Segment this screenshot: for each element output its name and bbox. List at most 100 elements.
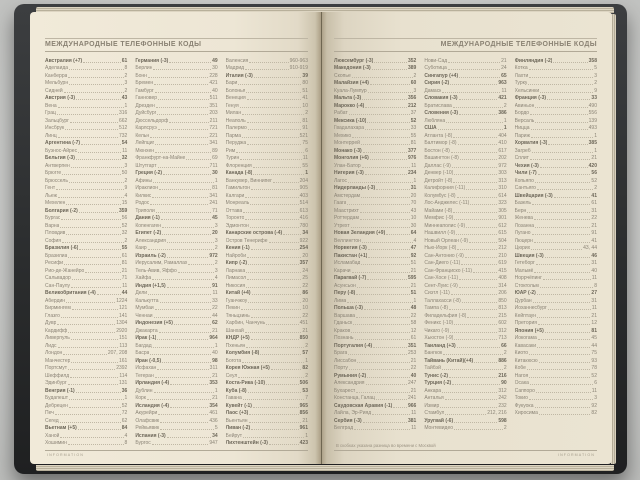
- place-name: Лахти: [514, 72, 529, 79]
- phone-code: 521: [299, 132, 308, 139]
- dots-leader: [448, 61, 501, 63]
- dots-leader: [83, 61, 121, 63]
- dots-leader: [76, 99, 121, 100]
- dots-leader: [553, 196, 591, 198]
- place-name: Болгария (-2): [45, 207, 78, 214]
- phone-code: 21: [591, 312, 597, 319]
- place-name: Шеффилд: [45, 372, 70, 379]
- dots-leader: [251, 429, 299, 430]
- place-name: Даллас (-9): [424, 162, 451, 169]
- code-row: Каир 2: [135, 244, 217, 251]
- dots-leader: [450, 84, 498, 85]
- dots-leader: [454, 174, 498, 175]
- dots-leader: [440, 406, 498, 408]
- place-name: Канада (-8): [225, 170, 253, 176]
- code-row: Ираклион 81: [135, 184, 217, 191]
- place-name: Исфахан: [135, 365, 157, 371]
- place-name: Уругвай (-6): [424, 417, 454, 424]
- place-name: Палермо: [225, 125, 247, 131]
- dots-leader: [532, 204, 591, 205]
- phone-code: 61: [410, 335, 417, 341]
- dots-leader: [528, 69, 594, 70]
- code-row: Анкара 312: [424, 386, 506, 394]
- phone-code: 89: [212, 147, 218, 154]
- place-name: Печ: [45, 410, 54, 416]
- place-name: Сингапур (+4): [424, 72, 459, 79]
- dots-leader: [535, 106, 588, 108]
- dots-leader: [56, 114, 118, 115]
- dots-leader: [246, 121, 302, 123]
- phone-code: 960-963: [289, 57, 308, 64]
- phone-code: 416: [299, 215, 308, 221]
- code-row: Болонья 51: [226, 86, 308, 94]
- dots-leader: [535, 264, 591, 265]
- place-name: Великобритания (-4): [45, 290, 96, 296]
- place-name: Мехико: [334, 132, 352, 139]
- phone-code: 4: [413, 237, 417, 244]
- dots-leader: [150, 354, 212, 355]
- code-row: Будапешт 1: [45, 394, 127, 401]
- code-row: Измир 232: [424, 401, 506, 409]
- phone-code: 92: [591, 402, 597, 409]
- dots-leader: [236, 151, 305, 153]
- phone-code: 490: [588, 102, 597, 109]
- place-name: Париж: [514, 132, 530, 139]
- phone-code: 45: [212, 215, 218, 221]
- phone-code: 210: [498, 252, 507, 259]
- dots-leader: [350, 226, 410, 228]
- dots-leader: [152, 181, 214, 183]
- code-row: Бразилиа 61: [45, 251, 127, 259]
- phone-code: 1: [413, 297, 417, 304]
- place-name: Нагоя: [514, 372, 529, 379]
- place-name: Гвадалахара: [334, 125, 364, 131]
- dots-leader: [238, 84, 302, 85]
- codes-columns: Австралия (+7) 61 Аделаида 8 Канберра 2 Мельбу…: [45, 56, 308, 448]
- dots-leader: [356, 391, 410, 393]
- place-name: Куала-Лумпур: [334, 87, 367, 94]
- code-row: Колумбия (-8) 57: [226, 349, 308, 356]
- place-name: Льеж: [45, 192, 57, 199]
- code-row: Берлин 30: [135, 64, 217, 71]
- phone-code: 241: [209, 200, 218, 206]
- dots-leader: [454, 421, 498, 423]
- phone-code: 66: [501, 342, 507, 349]
- place-name: Инсбрук: [45, 125, 65, 131]
- dots-leader: [373, 346, 407, 348]
- phone-code: 247: [407, 380, 417, 386]
- dots-leader: [251, 294, 302, 295]
- phone-code: 22: [212, 305, 218, 311]
- dots-leader: [155, 211, 212, 213]
- place-name: Ницца: [514, 125, 530, 131]
- place-name: Швейцария (-3): [514, 192, 553, 199]
- codes-column-3: Валенсия 960-963 Мадрид 910-919 Италия (-3) 3…: [225, 56, 308, 447]
- phone-code: 556: [588, 110, 597, 116]
- place-name: Австрия (-3): [45, 95, 75, 101]
- dots-leader: [160, 429, 214, 430]
- code-row: Маастрихт 43: [334, 206, 416, 214]
- code-row: Франкфурт-на-Майне 69: [135, 154, 217, 161]
- place-name: Сантьяго: [514, 185, 536, 191]
- phone-code: 91: [212, 282, 218, 289]
- place-name: Братислава: [424, 102, 452, 109]
- dots-leader: [544, 256, 591, 258]
- phone-code: 20: [212, 230, 218, 236]
- phone-code: 21: [410, 282, 417, 289]
- dots-leader: [266, 384, 299, 385]
- place-name: Лос-Анджелес (-11): [424, 200, 470, 206]
- place-name: Филадельфия (-8): [424, 312, 467, 319]
- phone-code: 21: [212, 327, 218, 334]
- dots-leader: [246, 346, 305, 348]
- dots-leader: [367, 249, 410, 250]
- phone-code: 504: [498, 237, 507, 244]
- phone-code: 98: [212, 357, 218, 364]
- place-name: ЮАР (-2): [514, 290, 536, 296]
- dots-leader: [166, 241, 214, 243]
- place-name: Бельгия (-3): [45, 155, 75, 161]
- place-name: Миннеаполис (-9): [424, 222, 466, 229]
- place-name: Монтеррей: [334, 140, 360, 146]
- dots-leader: [260, 354, 302, 355]
- page-edges-bottom: [36, 465, 614, 471]
- page-right: МЕЖДУНАРОДНЫЕ ТЕЛЕФОННЫЕ КОДЫ Люксембург…: [321, 12, 612, 464]
- phone-code: 37: [410, 110, 417, 116]
- phone-code: 21: [410, 267, 417, 274]
